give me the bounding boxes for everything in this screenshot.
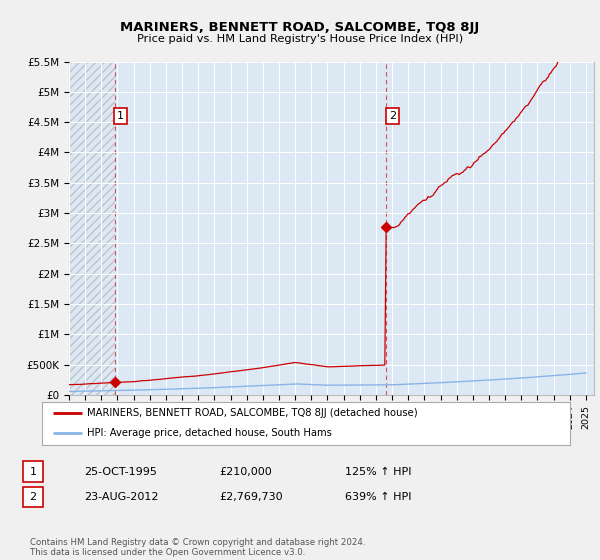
Text: 25-OCT-1995: 25-OCT-1995 [84, 466, 157, 477]
Text: 2: 2 [29, 492, 37, 502]
Text: 1: 1 [29, 466, 37, 477]
Text: Contains HM Land Registry data © Crown copyright and database right 2024.
This d: Contains HM Land Registry data © Crown c… [30, 538, 365, 557]
Text: 2: 2 [389, 111, 396, 121]
Text: £210,000: £210,000 [219, 466, 272, 477]
Text: Price paid vs. HM Land Registry's House Price Index (HPI): Price paid vs. HM Land Registry's House … [137, 34, 463, 44]
Text: 23-AUG-2012: 23-AUG-2012 [84, 492, 158, 502]
Text: HPI: Average price, detached house, South Hams: HPI: Average price, detached house, Sout… [87, 428, 332, 438]
Text: MARINERS, BENNETT ROAD, SALCOMBE, TQ8 8JJ: MARINERS, BENNETT ROAD, SALCOMBE, TQ8 8J… [121, 21, 479, 34]
Text: 125% ↑ HPI: 125% ↑ HPI [345, 466, 412, 477]
Text: 639% ↑ HPI: 639% ↑ HPI [345, 492, 412, 502]
Text: £2,769,730: £2,769,730 [219, 492, 283, 502]
Text: 1: 1 [117, 111, 124, 121]
Text: MARINERS, BENNETT ROAD, SALCOMBE, TQ8 8JJ (detached house): MARINERS, BENNETT ROAD, SALCOMBE, TQ8 8J… [87, 408, 418, 418]
